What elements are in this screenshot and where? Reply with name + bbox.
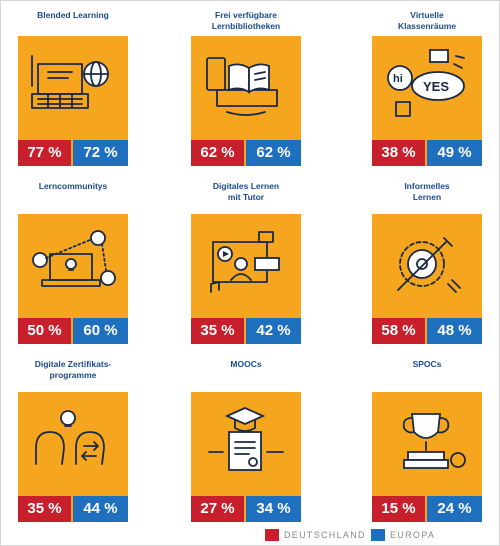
svg-text:YES: YES: [423, 79, 449, 94]
chat-bubbles-icon: hi YES: [387, 49, 465, 117]
value-deutschland: 58 %: [372, 318, 425, 344]
network-laptop-icon: [32, 230, 116, 287]
tile-background: 15 % 24 %: [372, 392, 482, 522]
value-deutschland: 77 %: [18, 140, 71, 166]
value-deutschland: 50 %: [18, 318, 71, 344]
laptop-globe-icon: [31, 55, 109, 109]
value-europa: 62 %: [246, 140, 301, 166]
tile-title: Digitale Zertifikats- programme: [34, 359, 112, 380]
tile-title: Informelles Lernen: [404, 181, 450, 202]
tile-background: 35 % 44 %: [18, 392, 128, 522]
value-europa: 24 %: [427, 496, 482, 522]
tile-background: 35 % 42 %: [191, 214, 301, 344]
heads-lightbulb-icon: [35, 410, 105, 465]
tile-background: hi YES 38 % 49 %: [372, 36, 482, 166]
tile-title: Digitales Lernen mit Tutor: [212, 181, 280, 202]
tile-background: 58 % 48 %: [372, 214, 482, 344]
tile-background: 77 % 72 %: [18, 36, 128, 166]
value-deutschland: 27 %: [191, 496, 244, 522]
tile-background: 50 % 60 %: [18, 214, 128, 344]
value-europa: 34 %: [246, 496, 301, 522]
tile-title: MOOCs: [230, 359, 262, 369]
video-tutor-icon: [210, 231, 280, 293]
value-europa: 49 %: [427, 140, 482, 166]
value-europa: 72 %: [73, 140, 128, 166]
value-deutschland: 62 %: [191, 140, 244, 166]
value-deutschland: 35 %: [18, 496, 71, 522]
legend-label-europa: EUROPA: [390, 530, 436, 540]
tile-background: 27 % 34 %: [191, 392, 301, 522]
value-europa: 44 %: [73, 496, 128, 522]
value-deutschland: 35 %: [191, 318, 244, 344]
tile-background: 62 % 62 %: [191, 36, 301, 166]
value-deutschland: 15 %: [372, 496, 425, 522]
value-europa: 48 %: [427, 318, 482, 344]
value-europa: 42 %: [246, 318, 301, 344]
legend-swatch-deutschland: [265, 529, 279, 541]
legend-swatch-europa: [371, 529, 385, 541]
svg-text:hi: hi: [393, 73, 403, 85]
tile-title: Lerncommunitys: [38, 181, 108, 191]
value-europa: 60 %: [73, 318, 128, 344]
value-deutschland: 38 %: [372, 140, 425, 166]
graduation-diploma-icon: [208, 407, 284, 471]
legend-label-deutschland: DEUTSCHLAND: [284, 530, 366, 540]
tile-title: SPOCs: [412, 359, 442, 369]
tile-title: Blended Learning: [37, 10, 109, 20]
gear-pencil-icon: [397, 237, 461, 293]
trophy-books-icon: [402, 413, 466, 469]
tile-title: Virtuelle Klassenräume: [397, 10, 457, 31]
tablet-book-icon: [206, 57, 278, 116]
tile-title: Frei verfügbare Lernbibliotheken: [211, 10, 281, 31]
